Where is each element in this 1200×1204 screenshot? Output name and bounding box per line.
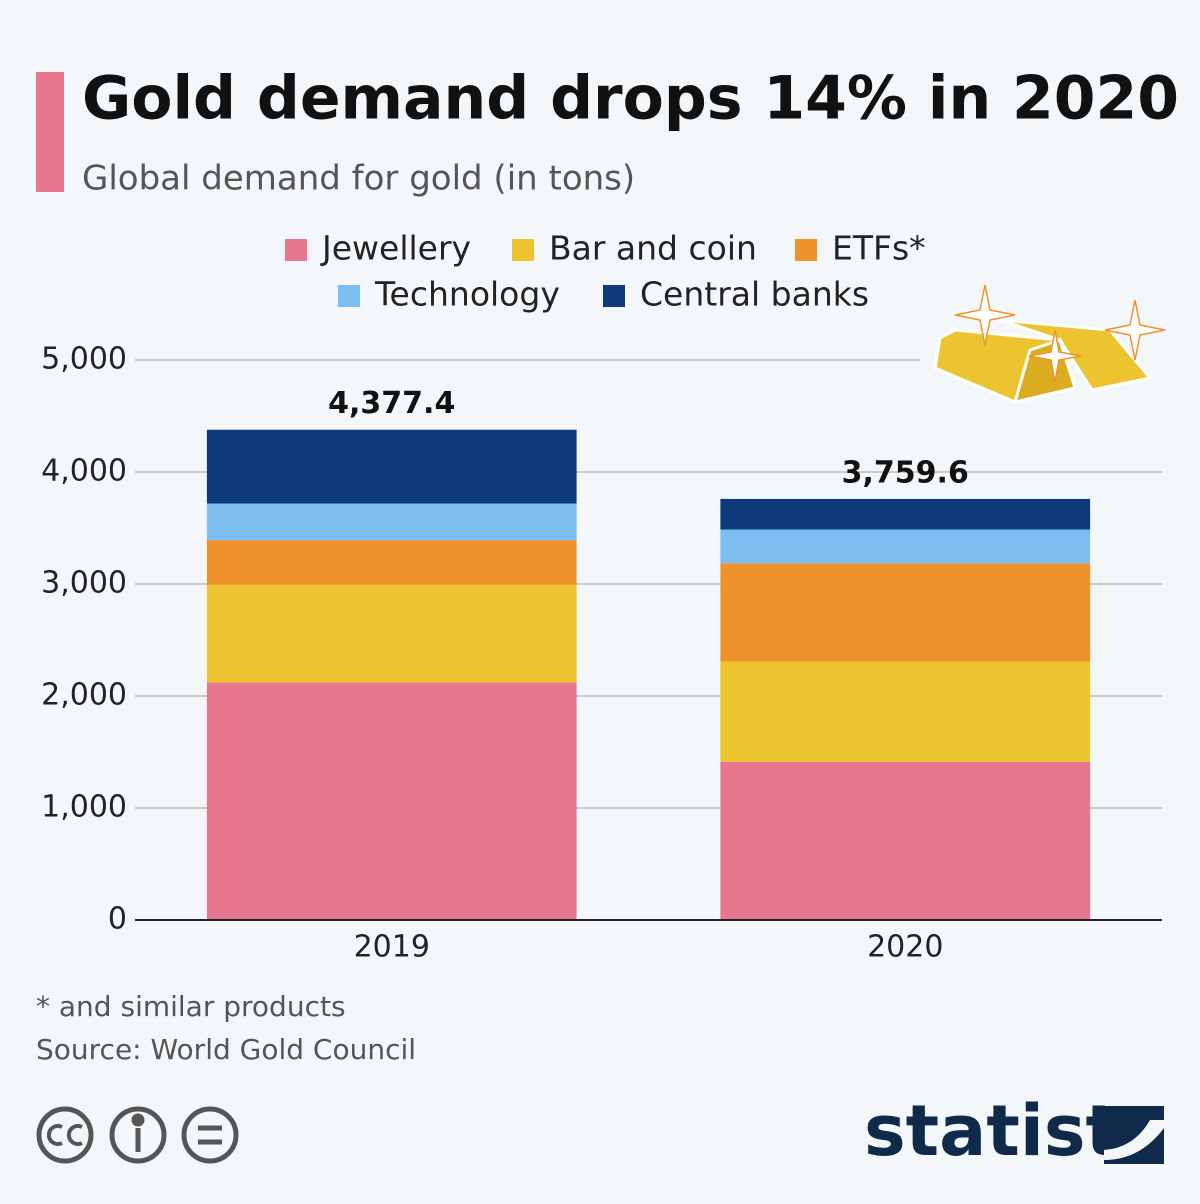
gold-bars-icon (933, 284, 1166, 405)
chart-title: Gold demand drops 14% in 2020 (82, 64, 1179, 134)
legend-label: Jewellery (320, 229, 471, 268)
x-tick-label: 2020 (867, 930, 943, 965)
x-tick-label: 2019 (354, 930, 430, 965)
y-tick-label: 2,000 (41, 678, 127, 713)
license-icons (36, 1106, 239, 1164)
y-tick-label: 5,000 (41, 342, 127, 377)
y-tick-label: 4,000 (41, 454, 127, 489)
y-tick-label: 1,000 (41, 790, 127, 825)
legend-swatch (603, 285, 625, 307)
legend-label: Central banks (640, 275, 869, 314)
bar-segment (720, 563, 1091, 662)
bar-segment (720, 761, 1091, 920)
legend-label: ETFs* (832, 229, 926, 268)
bar-segment (206, 584, 577, 683)
y-tick-label: 3,000 (41, 566, 127, 601)
legend-label: Technology (374, 275, 560, 314)
bar-segment (206, 682, 577, 920)
legend-swatch (285, 239, 307, 261)
total-label: 3,759.6 (842, 455, 969, 490)
y-tick-label: 0 (108, 902, 127, 937)
bar-segment (206, 540, 577, 585)
legend-label: Bar and coin (549, 229, 757, 268)
chart-subtitle: Global demand for gold (in tons) (82, 159, 635, 199)
bar-segment (206, 429, 577, 504)
bar-segment (720, 529, 1091, 564)
legend-swatch (338, 285, 360, 307)
total-label: 4,377.4 (328, 386, 455, 421)
source: Source: World Gold Council (36, 1033, 416, 1066)
footnote: * and similar products (36, 990, 346, 1023)
bar-segment (720, 498, 1091, 530)
legend-swatch (512, 239, 534, 261)
brand-logo (1104, 1106, 1164, 1164)
title-accent (36, 72, 64, 192)
bar-segment (206, 503, 577, 541)
bar-segment (720, 661, 1091, 762)
legend-swatch (795, 239, 817, 261)
